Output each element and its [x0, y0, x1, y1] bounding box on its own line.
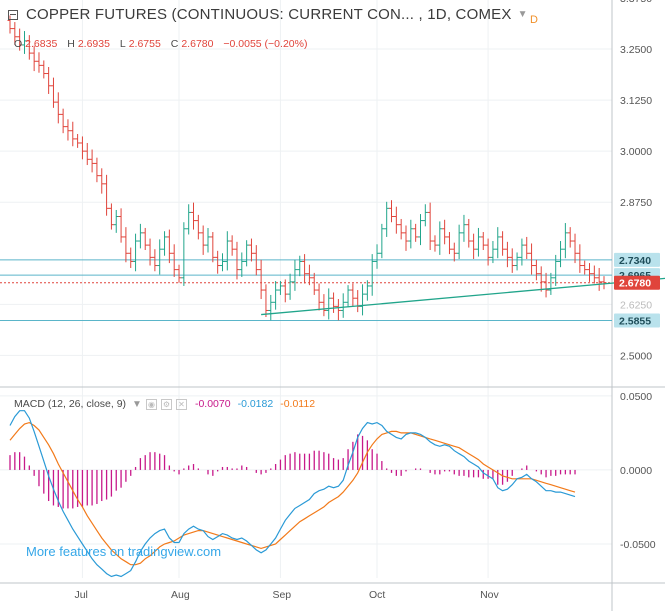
ohlc-label-open: O — [14, 38, 23, 50]
ohlc-label-high: H — [67, 38, 75, 50]
ohlc-value-low: 2.6755 — [128, 38, 161, 50]
time-axis-label: Jul — [74, 589, 87, 601]
time-axis-label: Oct — [369, 589, 385, 601]
chevron-down-icon[interactable]: ▼ — [517, 9, 528, 20]
macd-line — [9, 410, 576, 578]
macd-axis-label: -0.0500 — [620, 539, 656, 551]
ohlc-label-low: L — [119, 38, 126, 50]
chart-header: COPPER FUTURES (CONTINUOUS: CURRENT CON.… — [0, 0, 600, 34]
price-axis-label: 3.0000 — [620, 146, 652, 158]
time-axis-label: Aug — [171, 589, 190, 601]
price-tag-box — [614, 313, 660, 328]
macd-axis-label: 0.0500 — [620, 391, 652, 403]
settings-gear-icon[interactable]: ⚙ — [160, 398, 172, 410]
price-axis-label: 2.6250 — [620, 299, 652, 311]
tradingview-link[interactable]: More features on tradingview.com — [26, 544, 222, 559]
macd-legend: MACD (12, 26, close, 9) ▼ ◉ ⚙ ✕ -0.0070 … — [14, 398, 315, 410]
price-tag-label: 2.5855 — [619, 315, 651, 327]
price-axis-label: 3.1250 — [620, 95, 652, 107]
price-axis-label: 3.2500 — [620, 44, 652, 56]
ohlc-label-close: C — [170, 38, 179, 50]
time-axis-label: Nov — [480, 589, 499, 601]
macd-line-value: -0.0182 — [237, 398, 274, 410]
price-tag-label: 2.7340 — [619, 255, 651, 267]
symbol-title: COPPER FUTURES (CONTINUOUS: CURRENT CON.… — [26, 6, 512, 23]
macd-signal-value: -0.0112 — [280, 398, 316, 410]
ohlc-value-high: 2.6935 — [77, 38, 110, 50]
visibility-eye-icon[interactable]: ◉ — [145, 398, 157, 410]
ohlc-legend: O 2.6835 H 2.6935 L 2.6755 C 2.6780 −0.0055 … — [14, 38, 314, 50]
price-tag-label: 2.6780 — [619, 278, 651, 290]
ohlc-value-close: 2.6780 — [181, 38, 214, 50]
macd-title[interactable]: MACD (12, 26, close, 9) — [14, 398, 127, 410]
price-axis-label: 3.3750 — [620, 0, 652, 5]
chevron-down-icon[interactable]: ▼ — [132, 398, 142, 410]
ohlc-value-open: 2.6835 — [25, 38, 58, 50]
macd-signal-line — [9, 421, 576, 566]
price-axis-label: 2.8750 — [620, 197, 652, 209]
macd-axis-label: 0.0000 — [620, 465, 652, 477]
trend-line — [261, 277, 665, 316]
ohlc-change: −0.0055 (−0.20%) — [223, 38, 308, 50]
symbol-title-row[interactable]: COPPER FUTURES (CONTINUOUS: CURRENT CON.… — [8, 6, 527, 23]
price-axis-label: 2.5000 — [620, 350, 652, 362]
close-icon[interactable]: ✕ — [175, 398, 187, 410]
collapse-icon[interactable] — [8, 9, 18, 20]
macd-hist-value: -0.0070 — [194, 398, 231, 410]
data-status-badge: D — [530, 14, 538, 26]
time-axis-label: Sep — [272, 589, 291, 601]
price-tag-box — [614, 275, 660, 290]
price-tag-box — [614, 252, 660, 267]
